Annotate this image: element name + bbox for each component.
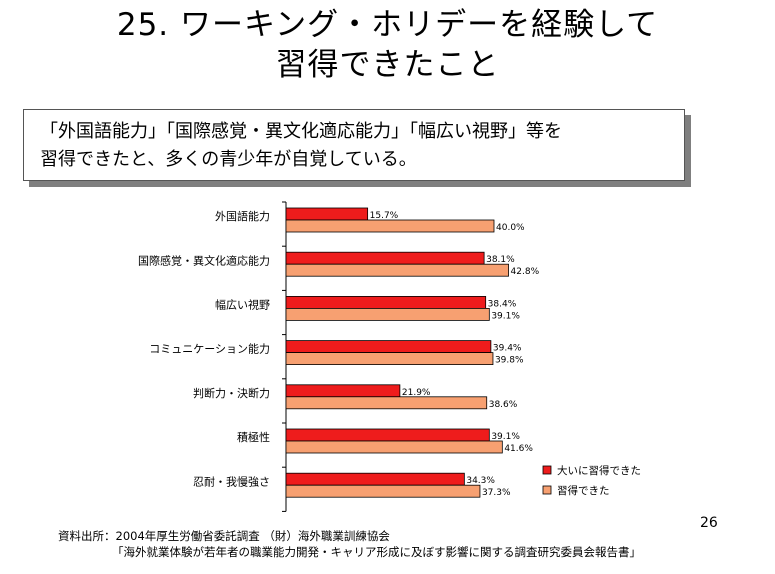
category-label: 幅広い視野 (215, 298, 270, 312)
bar-chart: 外国語能力 15.7% 40.0% 国際感覚・異文化適応能力 38.1% 42.8% 幅広い… (138, 201, 641, 512)
data-label: 21.9% (402, 388, 431, 398)
bar (285, 352, 494, 366)
callout-text: 「外国語能力」「国際感覚・異文化適応能力」「幅広い視野」等を 習得できたと、多く… (40, 118, 680, 174)
bar (285, 251, 485, 265)
callout-box (23, 109, 685, 181)
data-label: 38.1% (486, 255, 515, 265)
bar (285, 440, 503, 454)
bar (285, 263, 509, 277)
category-label: コミュニケーション能力 (149, 342, 270, 356)
data-label: 39.1% (491, 432, 520, 442)
data-label: 38.4% (488, 299, 517, 309)
page-number: 26 (700, 515, 718, 531)
legend-swatch (542, 465, 552, 475)
data-label: 42.8% (511, 267, 540, 277)
data-label: 37.3% (482, 488, 511, 498)
data-label: 34.3% (466, 476, 495, 486)
data-label: 39.8% (495, 356, 524, 366)
bar (285, 219, 495, 233)
category-label: 外国語能力 (215, 209, 270, 223)
legend-swatch (542, 485, 552, 495)
bar (285, 472, 465, 486)
report-title: 「海外就業体験が若年者の職業能力開発・キャリア形成に及ぼす影響に関する調査研究委… (112, 545, 641, 559)
data-label: 40.0% (496, 223, 525, 233)
category-label: 積極性 (237, 430, 270, 444)
data-label: 41.6% (504, 444, 533, 454)
bar (285, 296, 487, 309)
data-label: 39.1% (491, 311, 520, 321)
source-note: 資料出所：2004年厚生労働省委託調査 （財）海外職業訓練協会 (58, 529, 390, 543)
category-label: 判断力・決断力 (193, 386, 270, 400)
bar (285, 396, 488, 410)
data-label: 38.6% (489, 400, 518, 410)
category-label: 国際感覚・異文化適応能力 (138, 253, 270, 267)
slide-title-line2: 習得できたこと (275, 47, 500, 83)
bar (285, 384, 401, 398)
legend-label: 大いに習得できた (557, 464, 641, 477)
bar (285, 340, 492, 354)
slide-title-line1: 25. ワーキング・ホリデーを経験して (116, 7, 659, 43)
data-label: 15.7% (370, 211, 399, 221)
category-label: 忍耐・我慢強さ (193, 475, 270, 488)
bar (285, 207, 369, 221)
callout-line2: 習得できたと、多くの青少年が自覚している。 (40, 149, 417, 170)
bar (285, 308, 490, 321)
callout-line1: 「外国語能力」「国際感覚・異文化適応能力」「幅広い視野」等を (40, 121, 562, 142)
bar (285, 428, 490, 442)
data-label: 39.4% (493, 344, 522, 354)
legend-label: 習得できた (557, 485, 610, 497)
bar (285, 484, 481, 498)
